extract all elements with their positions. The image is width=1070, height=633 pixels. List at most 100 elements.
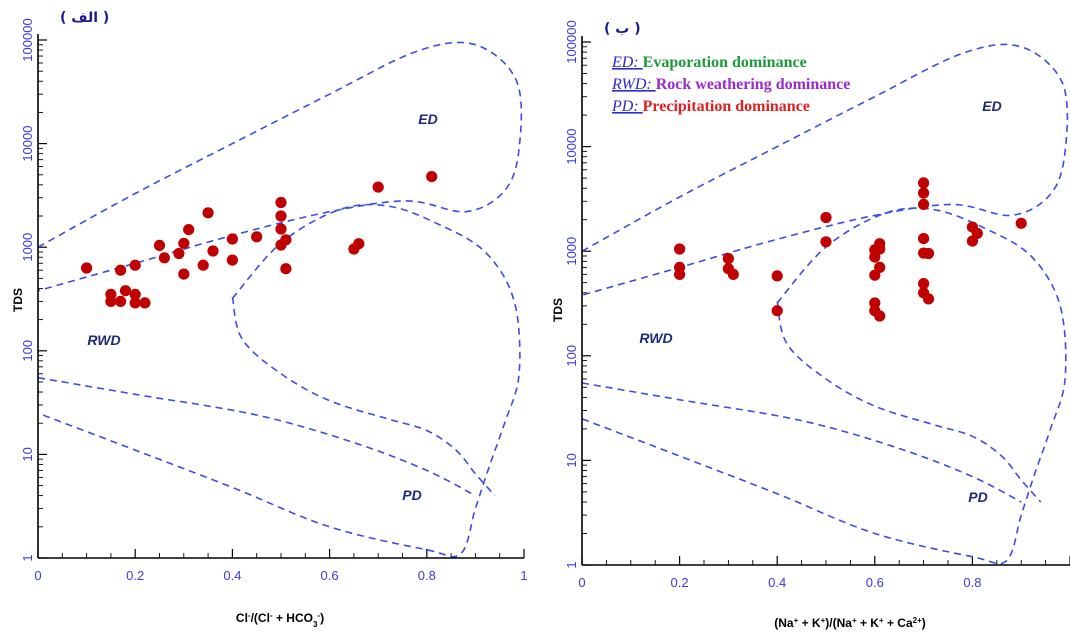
- legend-item-ed: ED: Evaporation dominance: [611, 54, 807, 71]
- data-point: [918, 233, 930, 245]
- x-tick-label: 0: [578, 575, 585, 590]
- x-tick-label: 0.6: [321, 568, 339, 583]
- data-point: [869, 297, 881, 309]
- data-point: [81, 262, 93, 274]
- data-point: [251, 231, 263, 243]
- data-point: [226, 233, 238, 245]
- data-point: [275, 223, 287, 235]
- y-tick-label: 1: [20, 554, 35, 561]
- y-tick-label: 100000: [564, 20, 579, 63]
- panel-b-region-rwd: RWD: [639, 330, 672, 346]
- lower-boundary-curve: [37, 376, 476, 497]
- data-point: [922, 293, 935, 305]
- panel-b-region-ed: ED: [982, 98, 1001, 114]
- x-tick-label: 0: [34, 568, 41, 583]
- panel-b-region-pd: PD: [968, 489, 987, 505]
- data-point: [918, 198, 930, 210]
- evaporation-boundary-curve: [37, 41, 523, 292]
- data-point: [426, 171, 438, 183]
- data-point: [207, 245, 219, 257]
- x-tick-label: 0.2: [126, 568, 144, 583]
- y-tick-label: 10000: [20, 126, 35, 162]
- evaporation-boundary-curve: [581, 43, 1069, 296]
- legend-item-pd: PD: Precipitation dominance: [611, 98, 810, 115]
- data-point: [115, 295, 127, 307]
- data-point: [874, 310, 886, 322]
- x-tick-label: 0.2: [671, 575, 689, 590]
- panel-b-label: ( ب ): [604, 21, 641, 37]
- data-point: [869, 251, 881, 263]
- data-point: [771, 305, 783, 317]
- data-point: [153, 239, 166, 251]
- panel-b-chart: ( ب ) 1 10 100 1000 10000 100000 0 0.2 0.4 0.6 0.…: [551, 20, 1070, 630]
- data-point: [173, 247, 185, 260]
- data-point: [129, 259, 141, 271]
- data-point: [178, 268, 190, 280]
- panel-b-x-axis-title: (Na+ + K+)/(Na+ + K+ + Ca2+): [774, 616, 926, 631]
- data-point: [771, 270, 783, 282]
- data-point: [727, 268, 739, 280]
- data-point: [674, 268, 686, 280]
- data-point: [226, 254, 238, 266]
- data-point: [178, 237, 190, 249]
- data-point: [353, 238, 365, 250]
- x-tick-label: 1: [520, 568, 527, 583]
- data-point: [280, 234, 292, 246]
- data-point: [275, 210, 287, 222]
- x-tick-label: 0.4: [768, 575, 786, 590]
- y-tick-label: 100: [20, 340, 35, 362]
- x-tick-label: 0.8: [963, 575, 981, 590]
- data-point: [202, 207, 214, 219]
- rock-weathering-boundary-curve: [581, 207, 1067, 565]
- data-point: [918, 187, 930, 199]
- y-tick-label: 1000: [564, 237, 579, 266]
- data-point: [922, 247, 935, 260]
- rock-weathering-boundary-curve: [37, 203, 521, 558]
- data-point: [918, 278, 930, 290]
- data-point: [722, 253, 735, 265]
- y-tick-label: 1000: [20, 233, 35, 262]
- x-tick-label: 0.4: [223, 568, 241, 583]
- data-point: [275, 196, 287, 209]
- y-tick-label: 10: [564, 453, 579, 467]
- data-point: [874, 261, 886, 273]
- precipitation-boundary-curve: [776, 301, 1042, 503]
- data-point: [971, 227, 983, 239]
- y-tick-label: 100: [564, 345, 579, 367]
- data-point: [1015, 217, 1027, 229]
- data-point: [674, 243, 686, 255]
- panel-a-chart: ( الف ) 1 10 100 1000 10000 100000 0 0.2 0.4 0.6…: [11, 10, 528, 629]
- data-point: [197, 259, 209, 271]
- y-tick-label: 10000: [564, 129, 579, 165]
- x-tick-label: 0.8: [418, 568, 436, 583]
- data-point: [129, 288, 141, 300]
- data-point: [139, 297, 151, 309]
- data-point: [129, 297, 141, 309]
- panel-b-legend: ED: Evaporation dominance RWD: Rock weat…: [611, 54, 850, 115]
- y-tick-label: 10: [20, 447, 35, 461]
- panel-a-region-pd: PD: [402, 487, 421, 503]
- data-point: [119, 285, 132, 297]
- data-point: [183, 224, 195, 236]
- panel-a-y-axis-title: TDS: [11, 288, 25, 312]
- data-point: [105, 295, 117, 307]
- data-point: [115, 264, 127, 276]
- x-tick-label: 0.6: [866, 575, 884, 590]
- panel-a-label: ( الف ): [60, 10, 109, 26]
- lower-boundary-curve: [581, 382, 1022, 503]
- panel-a-region-rwd: RWD: [87, 332, 120, 348]
- data-point: [158, 252, 170, 264]
- data-point: [820, 236, 832, 248]
- data-point: [874, 243, 886, 255]
- panel-b-y-axis-title: TDS: [551, 298, 565, 322]
- panel-a-x-axis-title: Cl-/(Cl- + HCO3-): [236, 611, 324, 629]
- y-tick-label: 1: [564, 561, 579, 568]
- panel-a-region-ed: ED: [418, 111, 437, 127]
- data-point: [918, 177, 930, 189]
- data-point: [280, 263, 292, 275]
- legend-item-rwd: RWD: Rock weathering dominance: [611, 76, 850, 93]
- y-tick-label: 100000: [20, 18, 35, 61]
- data-point: [820, 211, 832, 224]
- precipitation-boundary-curve: [231, 296, 496, 497]
